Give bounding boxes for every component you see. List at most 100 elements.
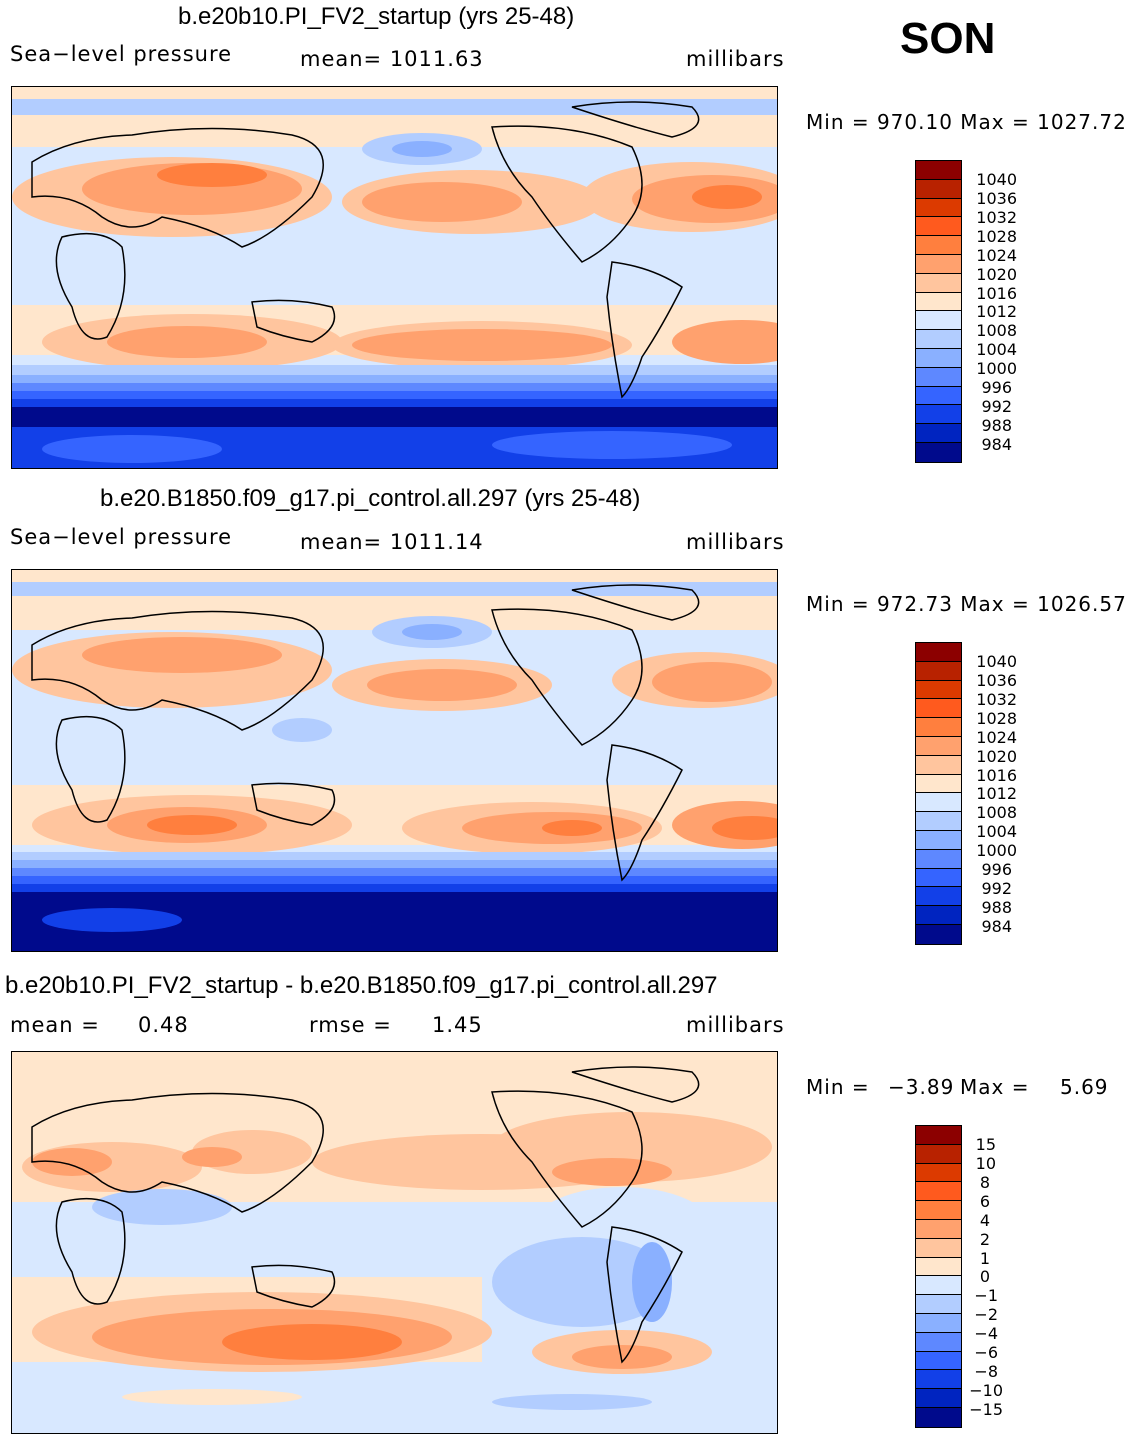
colorbar-swatch	[916, 849, 961, 869]
panel-2-variable: Sea−level pressure	[10, 525, 233, 549]
panel-3-map	[11, 1051, 778, 1434]
colorbar-swatch	[916, 311, 961, 331]
colorbar-label: 1	[979, 1249, 990, 1268]
colorbar-label: 1004	[976, 340, 1017, 359]
colorbar-label: 1008	[976, 803, 1017, 822]
colorbar-label: −4	[974, 1324, 998, 1343]
colorbar-swatch	[916, 924, 961, 944]
colorbar-swatch	[916, 755, 961, 775]
colorbar-label: 0	[979, 1267, 990, 1286]
colorbar-swatch	[916, 273, 961, 293]
colorbar-label: 1032	[976, 208, 1017, 227]
panel-3-mean-label: mean =	[10, 1013, 100, 1037]
colorbar-swatch	[916, 292, 961, 312]
panel-3-title: b.e20b10.PI_FV2_startup - b.e20.B1850.f0…	[5, 972, 718, 999]
colorbar-swatch	[916, 661, 961, 681]
panel-1-variable: Sea−level pressure	[10, 42, 233, 66]
colorbar-label: 1020	[976, 265, 1017, 284]
colorbar-label: 996	[981, 860, 1012, 879]
colorbar-swatch	[916, 699, 961, 719]
panel-3-min-value: −3.89	[888, 1075, 955, 1099]
colorbar-swatch	[916, 830, 961, 850]
colorbar-swatch	[916, 1351, 961, 1371]
colorbar-swatch	[916, 424, 961, 443]
panel-3-rmse-value: 1.45	[432, 1013, 483, 1037]
panel-3-rmse-label: rmse =	[309, 1013, 392, 1037]
colorbar-swatch	[916, 179, 961, 199]
panel-2-min-max: Min = 972.73 Max = 1026.57	[806, 592, 1127, 616]
colorbar-label: 1028	[976, 227, 1017, 246]
colorbar-swatch	[916, 680, 961, 700]
panel-3-colorbar	[915, 1125, 962, 1428]
colorbar-label: 15	[975, 1135, 996, 1154]
colorbar-swatch	[916, 236, 961, 255]
panel-2-title: b.e20.B1850.f09_g17.pi_control.all.297 (…	[100, 485, 641, 512]
colorbar-swatch	[916, 887, 961, 907]
colorbar-swatch	[916, 1295, 961, 1314]
colorbar-label: 1012	[976, 784, 1017, 803]
colorbar-swatch	[916, 405, 961, 425]
colorbar-label: 1008	[976, 321, 1017, 340]
colorbar-swatch	[916, 161, 961, 180]
colorbar-label: 1012	[976, 302, 1017, 321]
colorbar-swatch	[916, 812, 961, 831]
colorbar-swatch	[916, 1201, 961, 1220]
colorbar-label: 992	[981, 879, 1012, 898]
colorbar-label: 1040	[976, 652, 1017, 671]
colorbar-swatch	[916, 906, 961, 925]
colorbar-label: 988	[981, 898, 1012, 917]
colorbar-swatch	[916, 736, 961, 756]
season-label: SON	[900, 14, 996, 63]
panel-3-units: millibars	[686, 1013, 785, 1037]
panel-3-max-label: Max =	[960, 1075, 1030, 1099]
colorbar-swatch	[916, 793, 961, 813]
colorbar-swatch	[916, 774, 961, 794]
colorbar-label: −2	[974, 1305, 998, 1324]
panel-1-min-max: Min = 970.10 Max = 1027.72	[806, 110, 1127, 134]
colorbar-swatch	[916, 1126, 961, 1145]
colorbar-label: 6	[979, 1192, 990, 1211]
colorbar-swatch	[916, 718, 961, 737]
colorbar-label: 984	[981, 917, 1012, 936]
panel-1-units: millibars	[686, 47, 785, 71]
panel-2-mean: mean= 1011.14	[300, 530, 484, 554]
colorbar-swatch	[916, 643, 961, 662]
colorbar-swatch	[916, 1332, 961, 1352]
panel-1-title: b.e20b10.PI_FV2_startup (yrs 25-48)	[178, 3, 575, 30]
colorbar-label: 1020	[976, 747, 1017, 766]
panel-3-min-label: Min =	[806, 1075, 870, 1099]
colorbar-label: 988	[981, 416, 1012, 435]
colorbar-swatch	[916, 386, 961, 406]
colorbar-label: 1000	[976, 359, 1017, 378]
colorbar-swatch	[916, 330, 961, 349]
panel-3-mean-value: 0.48	[138, 1013, 189, 1037]
panel-1-colorbar	[915, 160, 962, 463]
colorbar-label: −1	[974, 1286, 998, 1305]
colorbar-label: −15	[969, 1400, 1003, 1419]
panel-1-mean: mean= 1011.63	[300, 47, 484, 71]
colorbar-label: 2	[979, 1230, 990, 1249]
colorbar-label: −10	[969, 1381, 1003, 1400]
colorbar-label: 1040	[976, 170, 1017, 189]
panel-2-units: millibars	[686, 530, 785, 554]
colorbar-label: 1004	[976, 822, 1017, 841]
colorbar-label: 1032	[976, 690, 1017, 709]
colorbar-label: 4	[979, 1211, 990, 1230]
colorbar-label: 984	[981, 435, 1012, 454]
colorbar-swatch	[916, 1389, 961, 1408]
colorbar-label: 10	[975, 1154, 996, 1173]
colorbar-label: 1016	[976, 284, 1017, 303]
colorbar-swatch	[916, 442, 961, 462]
colorbar-label: 996	[981, 378, 1012, 397]
colorbar-swatch	[916, 198, 961, 218]
colorbar-label: 1036	[976, 189, 1017, 208]
colorbar-swatch	[916, 348, 961, 368]
colorbar-swatch	[916, 868, 961, 888]
colorbar-swatch	[916, 1144, 961, 1164]
colorbar-swatch	[916, 254, 961, 274]
panel-2-colorbar	[915, 642, 962, 945]
colorbar-swatch	[916, 1257, 961, 1277]
colorbar-swatch	[916, 1182, 961, 1202]
colorbar-swatch	[916, 1313, 961, 1333]
colorbar-label: 992	[981, 397, 1012, 416]
